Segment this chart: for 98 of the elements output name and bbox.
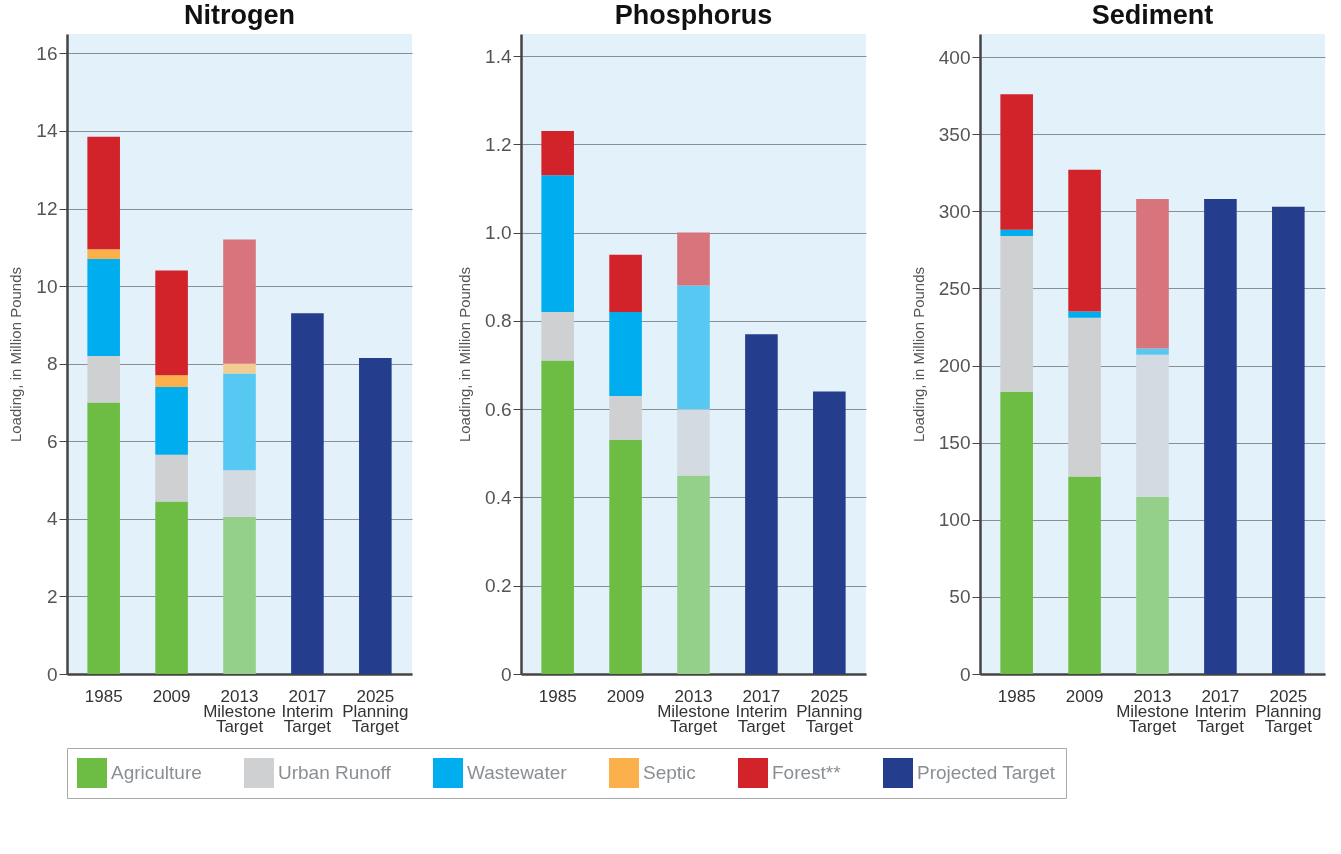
bar [1068, 169, 1101, 312]
legend-label: Projected Target [917, 762, 1056, 783]
bar [87, 355, 120, 403]
x-tick-label: 2013 Milestone Target [1116, 686, 1189, 736]
bar [87, 258, 120, 356]
y-tick-label: 150 [938, 432, 971, 454]
y-tick-label: 0 [959, 663, 971, 685]
bar [1000, 94, 1033, 230]
bar [677, 475, 710, 674]
y-tick-label: 200 [938, 355, 971, 377]
y-tick-label: 8 [46, 353, 58, 375]
y-tick-label: 400 [938, 46, 971, 68]
bar [291, 313, 324, 674]
y-axis-title: Loading, in Million Pounds [7, 266, 25, 443]
x-tick-label: 1985 [538, 686, 577, 706]
bar [223, 470, 256, 517]
bar [223, 363, 256, 374]
y-tick-label: 1.2 [485, 133, 512, 155]
y-tick-label: 16 [36, 42, 58, 64]
y-tick-label: 12 [36, 198, 58, 220]
x-tick-label: 2017 Interim Target [281, 686, 334, 736]
y-tick-label: 50 [949, 586, 971, 608]
chart-title: Sediment [1091, 0, 1214, 30]
bar [1272, 206, 1305, 674]
x-tick-label: 1985 [84, 686, 123, 706]
bar [1000, 391, 1033, 674]
bar [813, 391, 846, 674]
bar [541, 175, 574, 313]
x-tick-label: 1985 [997, 686, 1036, 706]
y-tick-label: 0.4 [485, 486, 512, 508]
legend-label: Wastewater [467, 762, 568, 783]
bar [155, 270, 188, 376]
y-tick-label: 350 [938, 123, 971, 145]
bar [1136, 199, 1169, 349]
bar [223, 239, 256, 364]
y-tick-label: 14 [36, 120, 58, 142]
bar [1000, 229, 1033, 237]
legend-label: Septic [643, 762, 696, 783]
legend-label: Urban Runoff [278, 762, 392, 783]
bar [155, 454, 188, 502]
y-tick-label: 250 [938, 277, 971, 299]
x-tick-label: 2009 [152, 686, 191, 706]
x-tick-label: 2013 Milestone Target [203, 686, 276, 736]
bar [223, 373, 256, 471]
x-tick-label: 2009 [1065, 686, 1104, 706]
y-tick-label: 0 [46, 663, 58, 685]
bar [1068, 317, 1101, 477]
legend-label: Agriculture [111, 762, 202, 783]
bar [155, 386, 188, 455]
chart-title: Nitrogen [184, 0, 295, 30]
bar [223, 516, 256, 674]
bar [155, 375, 188, 387]
y-tick-label: 0.6 [485, 398, 512, 420]
bar [1068, 311, 1101, 318]
legend-label: Forest** [772, 762, 842, 783]
y-tick-label: 0 [500, 663, 512, 685]
y-tick-label: 300 [938, 200, 971, 222]
bar [1068, 476, 1101, 674]
bar [745, 334, 778, 674]
bar [1136, 348, 1169, 355]
y-tick-label: 6 [46, 430, 58, 452]
bar [1136, 354, 1169, 497]
bar [609, 254, 642, 313]
bar [677, 409, 710, 476]
bar [87, 136, 120, 250]
x-tick-label: 2025 Planning Target [1255, 686, 1322, 736]
y-axis-title: Loading, in Million Pounds [909, 266, 927, 443]
chart-title: Phosphorus [614, 0, 773, 30]
bar [609, 440, 642, 674]
bar [359, 357, 392, 674]
bar [541, 360, 574, 674]
bar [609, 312, 642, 396]
y-tick-label: 100 [938, 509, 971, 531]
y-tick-label: 1.0 [485, 222, 512, 244]
bar [1204, 199, 1237, 674]
bar [609, 395, 642, 441]
bar [87, 402, 120, 674]
y-axis-title: Loading, in Million Pounds [456, 266, 474, 443]
bar [87, 249, 120, 259]
y-tick-label: 4 [46, 508, 58, 530]
x-tick-label: 2025 Planning Target [796, 686, 863, 736]
x-tick-label: 2013 Milestone Target [657, 686, 730, 736]
x-tick-label: 2009 [606, 686, 645, 706]
y-tick-label: 1.4 [485, 45, 512, 67]
bar [541, 312, 574, 361]
y-tick-label: 2 [46, 585, 58, 607]
x-tick-label: 2025 Planning Target [342, 686, 409, 736]
bar [677, 285, 710, 410]
y-tick-label: 0.8 [485, 310, 512, 332]
x-tick-label: 2017 Interim Target [735, 686, 788, 736]
bar [1000, 236, 1033, 392]
bar [677, 232, 710, 286]
y-tick-label: 10 [36, 275, 58, 297]
bar [155, 501, 188, 674]
bar [1136, 496, 1169, 674]
y-tick-label: 0.2 [485, 575, 512, 597]
x-tick-label: 2017 Interim Target [1194, 686, 1247, 736]
bar [541, 131, 574, 176]
